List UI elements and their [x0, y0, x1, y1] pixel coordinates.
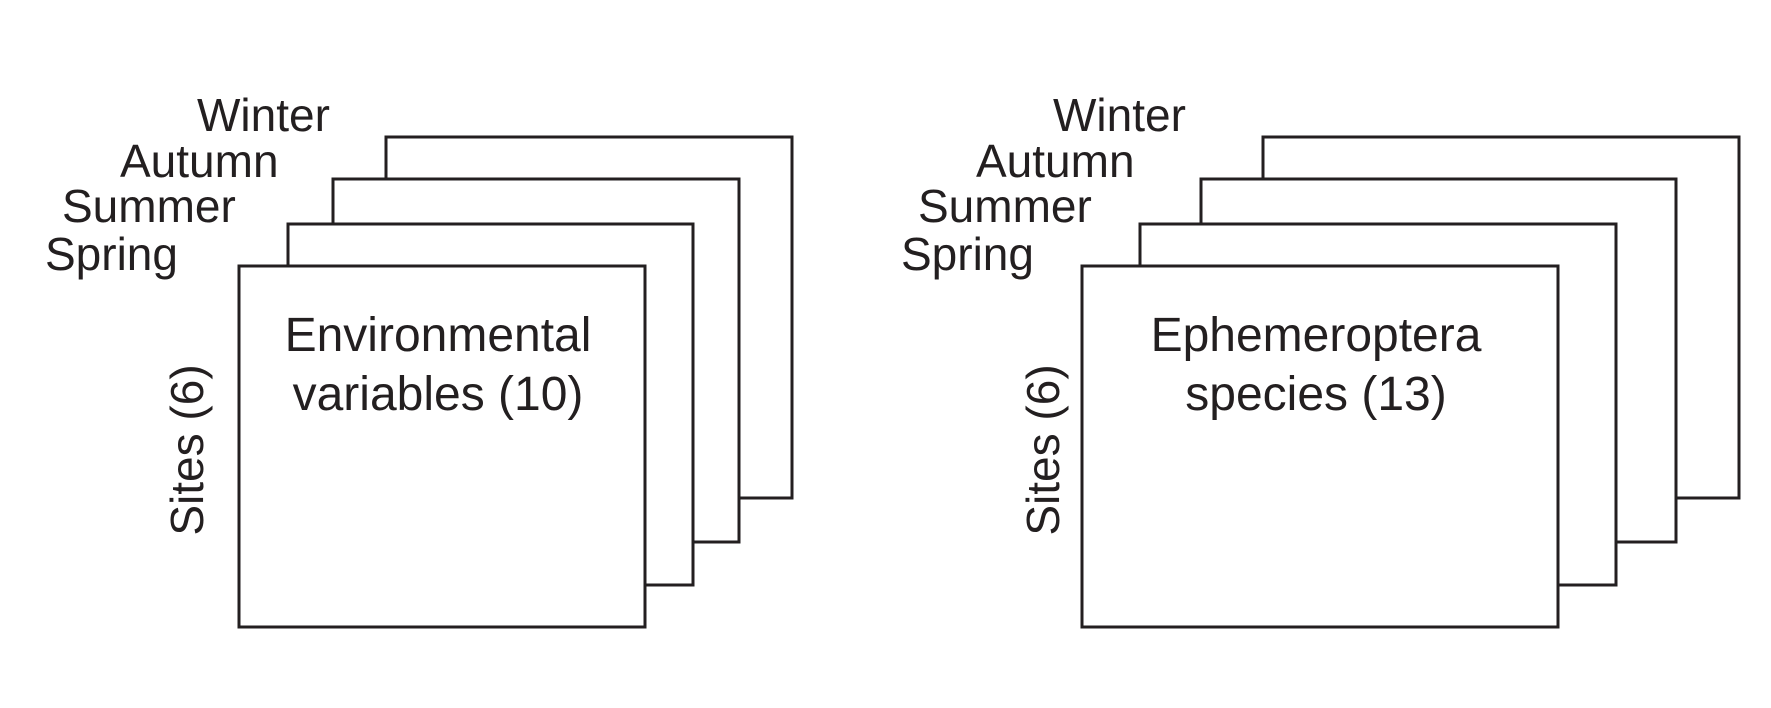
content-title-line1: Environmental: [285, 309, 592, 362]
season-label-spring: Spring: [901, 228, 1034, 280]
season-label-autumn: Autumn: [120, 135, 279, 187]
season-label-summer: Summer: [62, 180, 236, 232]
content-title-line1: Ephemeroptera: [1151, 309, 1482, 362]
rows-label-sites: Sites (6): [161, 364, 213, 535]
sheet-spring: [237, 264, 647, 629]
rows-label-sites: Sites (6): [1017, 364, 1069, 535]
content-title-line2: species (13): [1185, 368, 1446, 421]
sheet-spring: [1080, 264, 1560, 629]
content-title-line2: variables (10): [293, 368, 584, 421]
ephemeroptera-stack: Winter Autumn Summer Spring Sites (6) Ep…: [901, 89, 1741, 629]
season-label-winter: Winter: [1053, 89, 1186, 141]
season-label-winter: Winter: [197, 89, 330, 141]
season-label-summer: Summer: [918, 180, 1092, 232]
season-label-spring: Spring: [45, 228, 178, 280]
environmental-stack: Winter Autumn Summer Spring Sites (6) En…: [45, 89, 794, 629]
season-label-autumn: Autumn: [976, 135, 1135, 187]
